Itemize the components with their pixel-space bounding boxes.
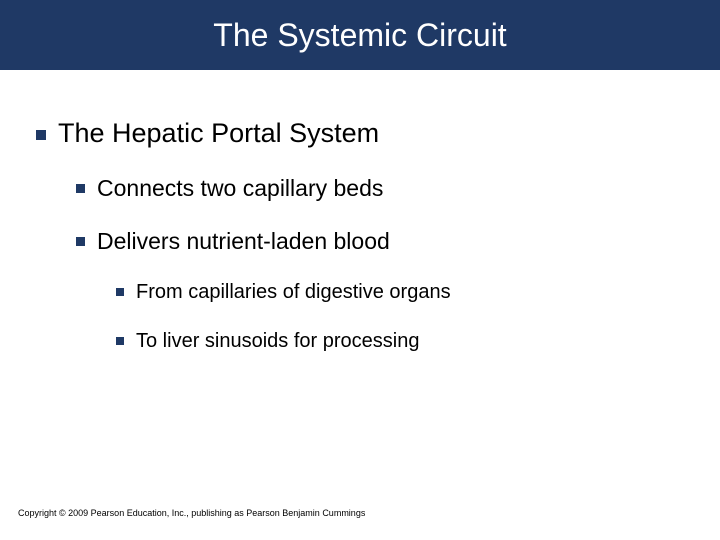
copyright-text: Copyright © 2009 Pearson Education, Inc.… (18, 508, 365, 518)
bullet-text: The Hepatic Portal System (58, 118, 379, 149)
bullet-level2: Connects two capillary beds (76, 175, 684, 202)
slide-title: The Systemic Circuit (213, 17, 506, 54)
bullet-text: From capillaries of digestive organs (136, 281, 451, 304)
bullet-level3: To liver sinusoids for processing (116, 330, 684, 353)
bullet-level1: The Hepatic Portal System (36, 118, 684, 149)
bullet-square-icon (116, 288, 124, 296)
bullet-level3: From capillaries of digestive organs (116, 281, 684, 304)
bullet-square-icon (116, 337, 124, 345)
bullet-text: To liver sinusoids for processing (136, 330, 419, 353)
title-bar: The Systemic Circuit (0, 0, 720, 70)
bullet-level2: Delivers nutrient-laden blood (76, 228, 684, 255)
bullet-text: Delivers nutrient-laden blood (97, 228, 390, 255)
bullet-text: Connects two capillary beds (97, 175, 383, 202)
bullet-square-icon (76, 184, 85, 193)
bullet-square-icon (36, 130, 46, 140)
bullet-square-icon (76, 237, 85, 246)
content-area: The Hepatic Portal System Connects two c… (0, 70, 720, 353)
